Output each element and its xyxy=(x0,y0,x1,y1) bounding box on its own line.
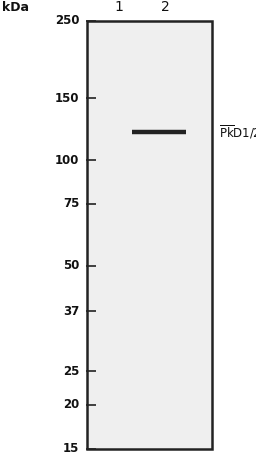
Text: 250: 250 xyxy=(55,14,79,27)
Text: 20: 20 xyxy=(63,399,79,411)
Text: 50: 50 xyxy=(63,259,79,272)
Text: 75: 75 xyxy=(63,197,79,210)
Text: 37: 37 xyxy=(63,305,79,318)
Text: 25: 25 xyxy=(63,365,79,377)
Text: 100: 100 xyxy=(55,154,79,166)
Text: kDa: kDa xyxy=(2,1,29,14)
Text: $\overline{\rm Pk}$D1/2/3: $\overline{\rm Pk}$D1/2/3 xyxy=(219,123,256,141)
Text: 15: 15 xyxy=(63,442,79,455)
Text: 2: 2 xyxy=(161,0,169,14)
Bar xyxy=(87,21,212,449)
Text: 1: 1 xyxy=(115,0,123,14)
Text: 150: 150 xyxy=(55,92,79,105)
